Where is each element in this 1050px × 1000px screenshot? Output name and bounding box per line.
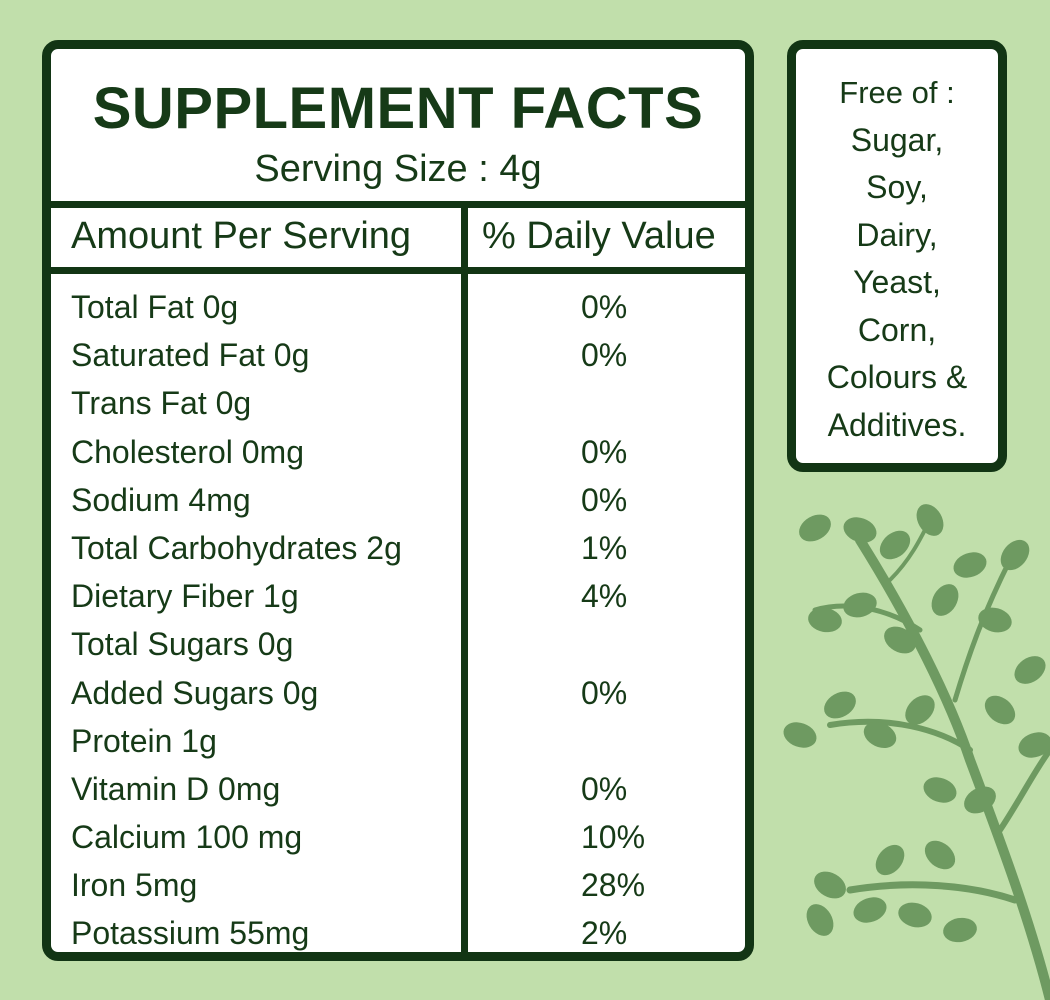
nutrient-row: Total Sugars 0g bbox=[71, 620, 745, 668]
daily-value: 10% bbox=[581, 819, 646, 856]
moringa-branch-icon bbox=[779, 500, 1050, 1000]
nutrient-name: Trans Fat 0g bbox=[71, 385, 252, 422]
column-divider bbox=[461, 201, 468, 952]
free-of-item: Soy, bbox=[866, 169, 928, 205]
daily-value-header: % Daily Value bbox=[482, 215, 716, 257]
nutrient-name: Vitamin D 0mg bbox=[71, 770, 281, 807]
daily-value: 2% bbox=[581, 915, 628, 952]
daily-value: 1% bbox=[581, 529, 628, 566]
daily-value: 0% bbox=[581, 433, 628, 470]
daily-value: 0% bbox=[581, 289, 628, 325]
nutrient-name: Saturated Fat 0g bbox=[71, 337, 310, 374]
daily-value: 0% bbox=[581, 674, 628, 711]
nutrient-name: Added Sugars 0g bbox=[71, 674, 319, 711]
nutrient-row: Calcium 100 mg 10% bbox=[71, 813, 745, 861]
free-of-item: Colours & bbox=[826, 359, 968, 395]
facts-header: SUPPLEMENT FACTS Serving Size : 4g bbox=[51, 49, 745, 204]
nutrient-row: Total Fat 0g 0% bbox=[71, 283, 745, 331]
nutrient-row: Dietary Fiber 1g 4% bbox=[71, 572, 745, 620]
daily-value: 0% bbox=[581, 481, 628, 518]
nutrient-name: Protein 1g bbox=[71, 722, 217, 759]
free-of-item: Yeast, bbox=[853, 264, 941, 300]
nutrient-row: Cholesterol 0mg 0% bbox=[71, 428, 745, 476]
free-of-item: Sugar, bbox=[850, 121, 944, 158]
header-divider bbox=[51, 201, 745, 208]
nutrient-row: Sodium 4mg 0% bbox=[71, 476, 745, 524]
nutrient-row: Protein 1g bbox=[71, 717, 745, 765]
nutrient-name: Sodium 4mg bbox=[71, 481, 251, 518]
amount-per-serving-header: Amount Per Serving bbox=[71, 215, 412, 257]
nutrient-name: Total Sugars 0g bbox=[71, 626, 294, 663]
nutrient-row: Added Sugars 0g 0% bbox=[71, 669, 745, 717]
nutrient-name: Iron 5mg bbox=[71, 867, 198, 904]
nutrient-row: Trans Fat 0g bbox=[71, 379, 745, 427]
free-of-item: Additives. bbox=[827, 406, 967, 443]
column-header-divider bbox=[51, 267, 745, 274]
free-of-panel: Free of : Sugar, Soy, Dairy, Yeast, Corn… bbox=[787, 40, 1007, 472]
serving-size: Serving Size : 4g bbox=[254, 148, 542, 190]
nutrient-name: Total Carbohydrates 2g bbox=[71, 529, 402, 566]
nutrient-name: Cholesterol 0mg bbox=[71, 433, 304, 470]
nutrient-row: Vitamin D 0mg 0% bbox=[71, 765, 745, 813]
free-of-heading: Free of : bbox=[839, 75, 955, 110]
daily-value: 0% bbox=[581, 770, 628, 807]
nutrient-name: Dietary Fiber 1g bbox=[71, 578, 299, 615]
nutrient-row: Saturated Fat 0g 0% bbox=[71, 331, 745, 379]
nutrient-name: Total Fat 0g bbox=[71, 289, 239, 325]
free-of-item: Dairy, bbox=[856, 216, 938, 253]
daily-value: 0% bbox=[581, 337, 628, 374]
nutrient-name: Calcium 100 mg bbox=[71, 819, 303, 856]
daily-value: 4% bbox=[581, 578, 628, 615]
nutrient-list: Total Fat 0g 0% Saturated Fat 0g 0% Trans … bbox=[71, 283, 745, 958]
facts-title: SUPPLEMENT FACTS bbox=[92, 76, 704, 141]
free-of-item: Corn, bbox=[857, 311, 937, 348]
nutrient-row: Iron 5mg 28% bbox=[71, 861, 745, 909]
daily-value: 28% bbox=[581, 867, 646, 904]
nutrient-row: Potassium 55mg 2% bbox=[71, 909, 745, 957]
supplement-facts-panel: SUPPLEMENT FACTS Serving Size : 4g Amoun… bbox=[42, 40, 754, 961]
nutrient-name: Potassium 55mg bbox=[71, 915, 310, 952]
nutrient-row: Total Carbohydrates 2g 1% bbox=[71, 524, 745, 572]
